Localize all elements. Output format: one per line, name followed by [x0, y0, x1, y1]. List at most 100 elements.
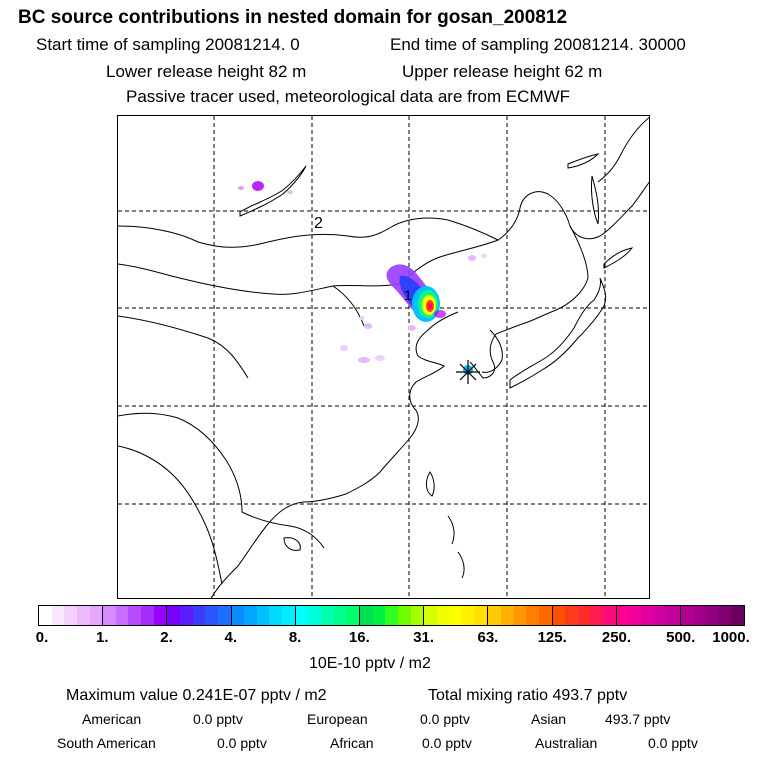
colorbar-swatch — [616, 606, 630, 625]
colorbar-swatch — [667, 606, 680, 625]
colorbar-tick-label: 125. — [537, 629, 567, 646]
colorbar-segment — [616, 606, 681, 625]
colorbar-segment — [488, 606, 553, 625]
lower-release-height: Lower release height 82 m — [106, 62, 307, 81]
map-canvas — [118, 116, 649, 598]
colorbar-swatch — [205, 606, 218, 625]
colorbar-swatch — [397, 606, 411, 625]
colorbar-swatch — [51, 606, 65, 625]
colorbar-swatch — [217, 606, 231, 625]
european-value: 0.0 pptv — [420, 711, 470, 727]
colorbar-swatch — [372, 606, 386, 625]
colorbar-swatch — [680, 606, 694, 625]
colorbar-swatch — [552, 606, 566, 625]
colorbar-swatch — [76, 606, 90, 625]
receptor-marker — [456, 360, 480, 384]
colorbar-segment — [680, 606, 745, 625]
colorbar-segment — [39, 606, 104, 625]
colorbar-swatch — [462, 606, 475, 625]
american-value: 0.0 pptv — [193, 711, 243, 727]
colorbar-swatch — [513, 606, 527, 625]
colorbar-swatch — [89, 606, 103, 625]
colorbar-tick-label: 1. — [96, 629, 109, 646]
start-time-label: Start time of sampling 20081214. 0 — [36, 35, 300, 54]
map-panel: 2 1 — [117, 115, 650, 599]
colorbar-segment — [167, 606, 232, 625]
colorbar-tick-label: 16. — [348, 629, 370, 646]
colorbar — [38, 605, 745, 626]
colorbar-segment — [295, 606, 360, 625]
colorbar-segment — [359, 606, 425, 625]
colorbar-tick-label: 8. — [288, 629, 302, 646]
colorbar-segment — [552, 606, 617, 625]
colorbar-swatch — [359, 606, 373, 625]
colorbar-swatch — [385, 606, 398, 625]
colorbar-swatch — [693, 606, 707, 625]
colorbar-swatch — [244, 606, 257, 625]
colorbar-swatch — [590, 606, 604, 625]
upper-release-height: Upper release height 62 m — [402, 62, 603, 81]
asian-value: 493.7 pptv — [605, 711, 671, 727]
colorbar-swatch — [565, 606, 578, 625]
colorbar-swatch — [731, 606, 745, 625]
colorbar-swatch — [424, 606, 437, 625]
australian-label: Australian — [535, 735, 598, 751]
colorbar-swatch — [538, 606, 552, 625]
colorbar-swatch — [449, 606, 463, 625]
colorbar-swatch — [308, 606, 322, 625]
colorbar-swatch — [346, 606, 359, 625]
colorbar-swatch — [526, 606, 539, 625]
colorbar-segment — [231, 606, 296, 625]
colorbar-swatch — [282, 606, 295, 625]
colorbar-tick-label: 4. — [224, 629, 238, 646]
lat-lon-grid — [118, 116, 649, 598]
colorbar-swatch — [603, 606, 616, 625]
colorbar-swatch — [321, 606, 334, 625]
south-american-value: 0.0 pptv — [217, 735, 267, 751]
colorbar-swatch — [295, 606, 309, 625]
trajectory-label-2: 2 — [314, 215, 323, 232]
asian-label: Asian — [531, 711, 567, 727]
colorbar-swatch — [167, 606, 181, 625]
colorbar-swatch — [231, 606, 245, 625]
map-title: BC source contributions in nested domain… — [18, 7, 568, 28]
colorbar-swatch — [103, 606, 116, 625]
colorbar-swatch — [128, 606, 142, 625]
african-value: 0.0 pptv — [422, 735, 472, 751]
colorbar-tick-label: 31. — [413, 629, 435, 646]
colorbar-swatch — [115, 606, 129, 625]
colorbar-swatch — [718, 606, 732, 625]
colorbar-tick-label: 250. — [601, 629, 632, 646]
total-mixing-ratio: Total mixing ratio 493.7 pptv — [428, 687, 628, 704]
colorbar-tick-label: 63. — [477, 629, 499, 646]
colorbar-swatch — [410, 606, 424, 625]
colorbar-swatch — [641, 606, 655, 625]
colorbar-swatch — [488, 606, 501, 625]
colorbar-tick-label: 2. — [160, 629, 173, 646]
colorbar-swatch — [269, 606, 283, 625]
colorbar-swatch — [333, 606, 347, 625]
colorbar-tick-label: 1000. — [712, 629, 750, 646]
coastlines — [118, 117, 649, 598]
end-time-label: End time of sampling 20081214. 30000 — [390, 35, 686, 54]
colorbar-swatch — [629, 606, 642, 625]
colorbar-swatch — [474, 606, 488, 625]
colorbar-swatch — [256, 606, 270, 625]
european-label: European — [307, 711, 368, 727]
tracer-note: Passive tracer used, meteorological data… — [126, 87, 571, 106]
colorbar-swatch — [153, 606, 167, 625]
australian-value: 0.0 pptv — [648, 735, 698, 751]
african-label: African — [330, 735, 374, 751]
colorbar-swatch — [654, 606, 668, 625]
colorbar-swatch — [64, 606, 77, 625]
colorbar-swatch — [500, 606, 514, 625]
colorbar-unit: 10E-10 pptv / m2 — [309, 655, 431, 672]
colorbar-tick-label: 0. — [35, 629, 49, 646]
max-value: Maximum value 0.241E-07 pptv / m2 — [66, 687, 327, 704]
colorbar-tick-label: 500. — [666, 629, 696, 646]
bc-plume — [238, 181, 487, 375]
south-american-label: South American — [57, 735, 156, 751]
colorbar-swatch — [577, 606, 591, 625]
colorbar-swatch — [706, 606, 719, 625]
colorbar-swatch — [436, 606, 450, 625]
